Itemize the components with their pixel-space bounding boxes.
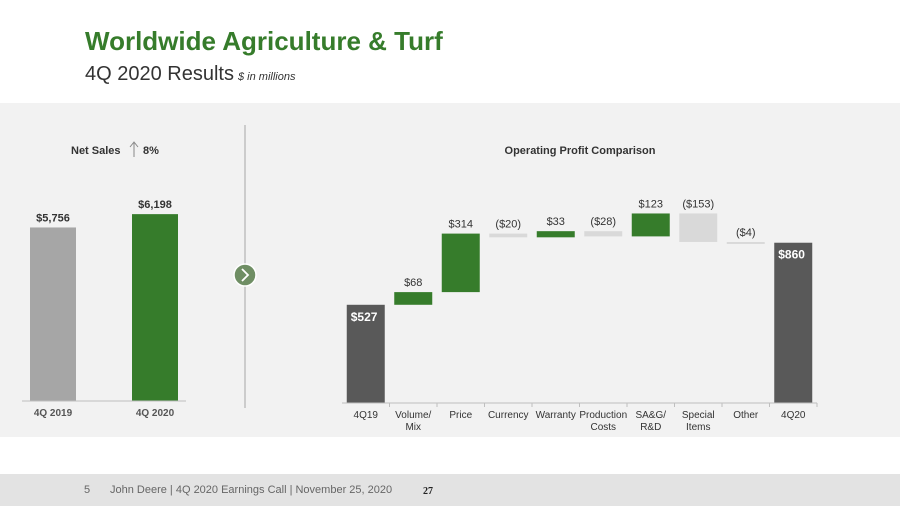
waterfall-bar bbox=[489, 233, 528, 238]
waterfall-category-label: Other bbox=[733, 410, 759, 421]
waterfall-bar bbox=[346, 304, 385, 403]
next-button[interactable] bbox=[233, 263, 257, 287]
waterfall-value-label: $68 bbox=[404, 277, 422, 289]
net-sales-label: Net Sales bbox=[71, 145, 121, 157]
waterfall-category-label: 4Q19 bbox=[354, 410, 379, 421]
waterfall-value-label: $33 bbox=[547, 216, 565, 228]
waterfall-bar bbox=[584, 231, 623, 237]
waterfall-value-label: $123 bbox=[639, 198, 663, 210]
footer: 5 John Deere | 4Q 2020 Earnings Call | N… bbox=[0, 474, 900, 506]
waterfall-category-label: Warranty bbox=[536, 410, 576, 421]
chevron-right-icon bbox=[241, 268, 250, 282]
waterfall-value-label: ($28) bbox=[590, 216, 616, 228]
chart-panel: Net Sales 8% $5,756 4Q 2019 $6,198 4Q 2020 … bbox=[0, 103, 900, 437]
waterfall-bar bbox=[394, 292, 433, 305]
footer-text: John Deere | 4Q 2020 Earnings Call | Nov… bbox=[110, 484, 393, 496]
waterfall-bar bbox=[679, 213, 718, 242]
waterfall-value-label: ($153) bbox=[682, 198, 714, 210]
waterfall-category-label: Volume/ bbox=[395, 410, 431, 421]
page-title: Worldwide Agriculture & Turf bbox=[85, 26, 443, 56]
net-sales-category-label: 4Q 2020 bbox=[136, 408, 175, 419]
waterfall-bar bbox=[774, 242, 813, 403]
units-note: $ in millions bbox=[237, 71, 296, 83]
waterfall-category-label: Costs bbox=[590, 422, 616, 433]
waterfall-category-label: Price bbox=[449, 410, 472, 421]
net-sales-change: 8% bbox=[143, 145, 159, 157]
waterfall-category-label: Production bbox=[579, 410, 627, 421]
operating-profit-chart: $527 4Q19 $68 Volume/Mix $314 Price ($20) Curre… bbox=[342, 198, 818, 433]
subtitle-text: 4Q 2020 Results bbox=[85, 63, 234, 85]
op-chart-title: Operating Profit Comparison bbox=[505, 145, 656, 157]
waterfall-category-label: SA&G/ bbox=[635, 410, 666, 421]
waterfall-bar bbox=[631, 213, 670, 237]
waterfall-category-label: Currency bbox=[488, 410, 529, 421]
net-sales-category-label: 4Q 2019 bbox=[34, 408, 73, 419]
net-sales-value-label: $6,198 bbox=[138, 199, 172, 211]
waterfall-category-label: Items bbox=[686, 422, 710, 433]
waterfall-bar bbox=[726, 241, 765, 244]
waterfall-category-label: Special bbox=[682, 410, 715, 421]
arrow-up-icon bbox=[129, 141, 139, 157]
waterfall-value-label: ($4) bbox=[736, 227, 756, 239]
net-sales-bar bbox=[30, 227, 76, 401]
net-sales-value-label: $5,756 bbox=[36, 212, 70, 224]
net-sales-bar bbox=[132, 214, 178, 401]
waterfall-value-label: ($20) bbox=[495, 219, 521, 231]
footer-slide-number: 27 bbox=[423, 486, 433, 497]
page-subtitle: 4Q 2020 Results $ in millions bbox=[85, 63, 295, 86]
waterfall-total-label: $527 bbox=[351, 310, 378, 324]
waterfall-total-label: $860 bbox=[778, 248, 805, 262]
waterfall-category-label: R&D bbox=[640, 422, 661, 433]
footer-page-number: 5 bbox=[84, 484, 91, 496]
net-sales-chart: $5,756 4Q 2019 $6,198 4Q 2020 bbox=[22, 199, 186, 419]
waterfall-bar bbox=[441, 233, 480, 293]
waterfall-category-label: Mix bbox=[405, 422, 421, 433]
waterfall-bar bbox=[536, 231, 575, 238]
waterfall-category-label: 4Q20 bbox=[781, 410, 806, 421]
waterfall-value-label: $314 bbox=[449, 219, 473, 231]
